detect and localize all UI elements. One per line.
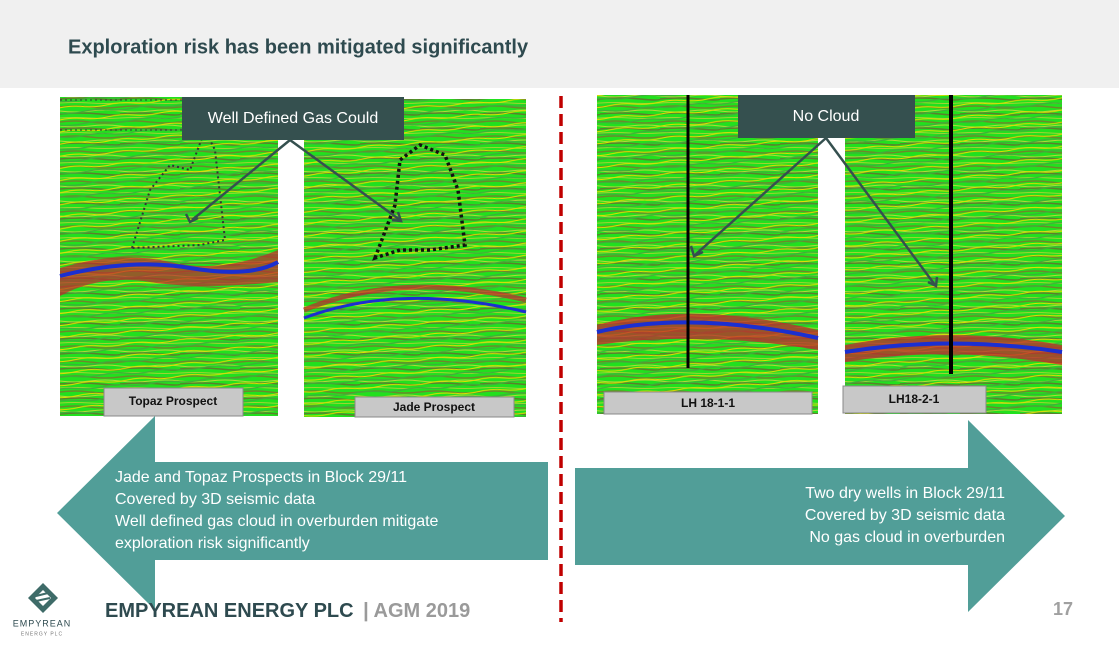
seismic-image: [596, 95, 819, 414]
arrow-text-line: Covered by 3D seismic data: [115, 491, 315, 508]
image-label: Jade Prospect: [393, 400, 475, 414]
footer-text: EMPYREAN ENERGY PLC | AGM 2019: [105, 600, 470, 622]
callout-text: No Cloud: [793, 108, 860, 125]
label-box: [842, 385, 987, 414]
seismic-image: [844, 95, 1063, 414]
right-arrow: [575, 420, 1065, 612]
seismic-image: [303, 99, 527, 417]
left-arrow: [57, 416, 548, 610]
slide-title: Exploration risk has been mitigated sign…: [68, 36, 529, 58]
arrow-text-line: Two dry wells in Block 29/11: [805, 485, 1005, 502]
logo-name: EMPYREAN: [13, 618, 72, 628]
callout-text: Well Defined Gas Could: [208, 110, 378, 127]
arrow-text-line: Well defined gas cloud in overburden mit…: [115, 513, 439, 530]
logo-sub: ENERGY PLC: [21, 631, 63, 637]
header-band: [0, 0, 1119, 88]
arrow-text-line: No gas cloud in overburden: [809, 529, 1005, 546]
right-arrow-text: Two dry wells in Block 29/11 Covered by 3…: [805, 485, 1005, 546]
callout-pointers: [184, 137, 939, 288]
page-number: 17: [1053, 599, 1073, 619]
label-box: [354, 396, 515, 418]
callout-box: [182, 97, 404, 140]
logo: EMPYREAN ENERGY PLC: [13, 583, 72, 637]
image-label: LH 18-1-1: [681, 396, 735, 410]
arrow-text-line: exploration risk significantly: [115, 535, 310, 552]
callout-box: [738, 95, 915, 138]
image-label: LH18-2-1: [889, 392, 940, 406]
arrow-text-line: Covered by 3D seismic data: [805, 507, 1005, 524]
company-name: EMPYREAN ENERGY PLC: [105, 600, 354, 622]
left-arrow-text: Jade and Topaz Prospects in Block 29/11 C…: [115, 469, 439, 552]
event-name: | AGM 2019: [363, 600, 470, 622]
seismic-image: [59, 97, 279, 416]
label-box: [103, 387, 244, 417]
image-label: Topaz Prospect: [129, 394, 217, 408]
arrow-text-line: Jade and Topaz Prospects in Block 29/11: [115, 469, 407, 486]
label-box: [603, 391, 813, 415]
